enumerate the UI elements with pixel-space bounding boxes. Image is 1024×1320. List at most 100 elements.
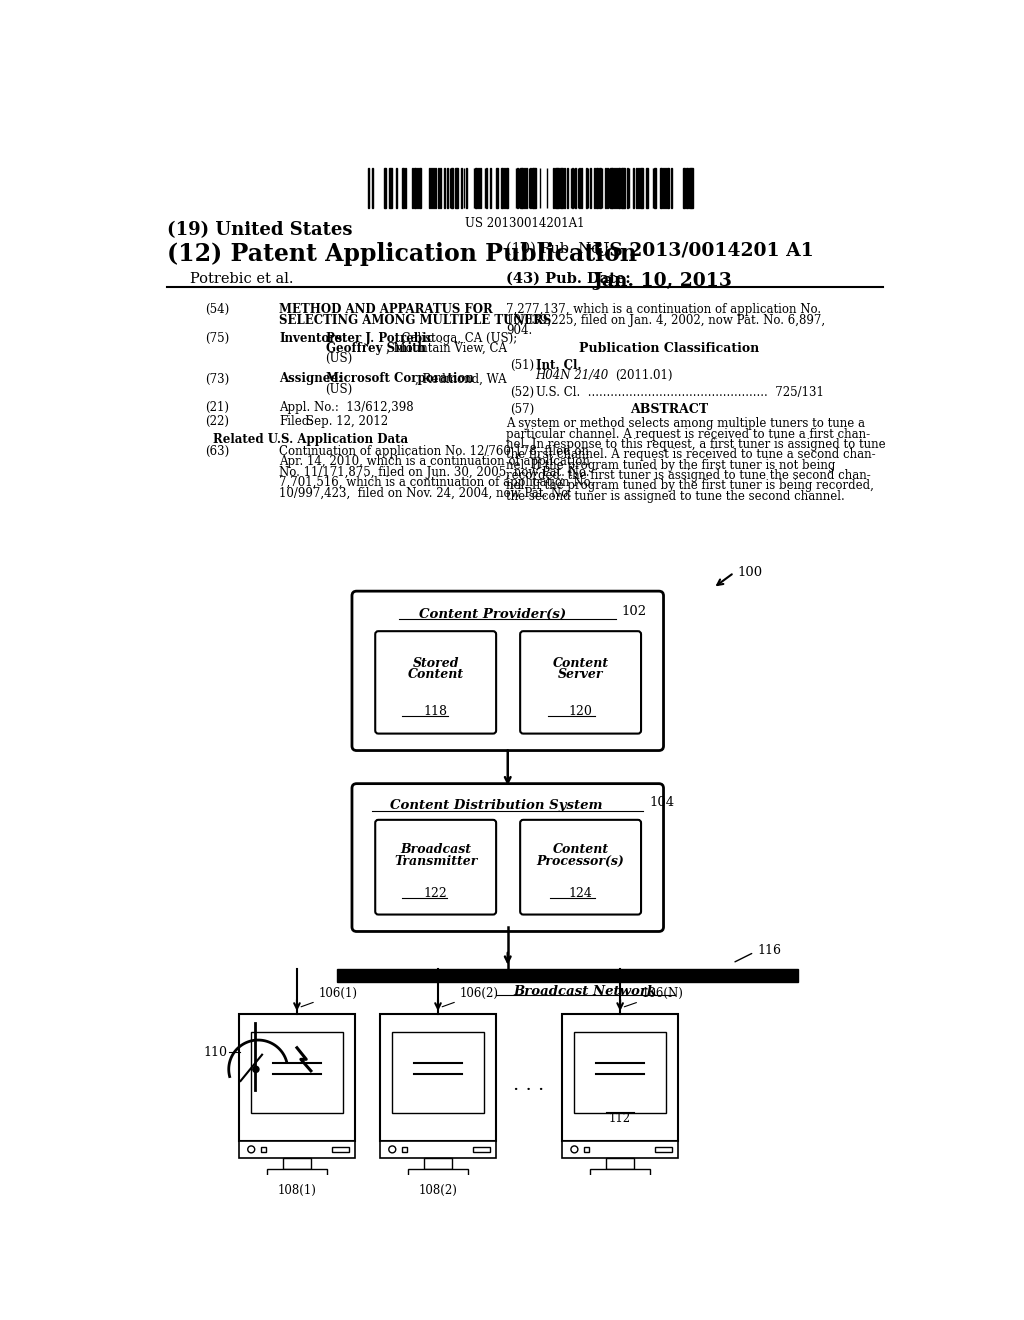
Text: 122: 122 xyxy=(424,887,447,900)
Text: 120: 120 xyxy=(568,705,593,718)
Text: (43) Pub. Date:: (43) Pub. Date: xyxy=(506,272,631,285)
Bar xyxy=(260,1147,266,1152)
Bar xyxy=(534,168,536,207)
Bar xyxy=(283,1158,311,1168)
Bar xyxy=(380,1140,496,1158)
Bar xyxy=(555,168,557,207)
Text: Assignee:: Assignee: xyxy=(280,372,342,385)
Text: (21): (21) xyxy=(206,401,229,414)
Text: nel. If the program tuned by the first tuner is being recorded,: nel. If the program tuned by the first t… xyxy=(506,479,874,492)
Bar xyxy=(590,168,592,207)
Text: 110: 110 xyxy=(203,1045,227,1059)
Text: (19) United States: (19) United States xyxy=(167,222,352,239)
Bar xyxy=(251,1032,343,1113)
Circle shape xyxy=(253,1067,259,1072)
Text: Publication Classification: Publication Classification xyxy=(579,342,759,355)
Text: Broadcast: Broadcast xyxy=(400,843,471,857)
Bar xyxy=(420,168,421,207)
Circle shape xyxy=(389,1146,395,1152)
Bar xyxy=(683,168,685,207)
Text: Content Distribution System: Content Distribution System xyxy=(390,800,602,813)
Text: Geoffrey Smith: Geoffrey Smith xyxy=(326,342,426,355)
FancyBboxPatch shape xyxy=(375,631,496,734)
Bar xyxy=(401,1147,407,1152)
Bar xyxy=(496,168,498,207)
Bar xyxy=(446,168,449,207)
Bar xyxy=(659,168,662,207)
Text: particular channel. A request is received to tune a first chan-: particular channel. A request is receive… xyxy=(506,428,870,441)
FancyBboxPatch shape xyxy=(352,591,664,751)
Bar xyxy=(566,168,568,207)
Text: Content: Content xyxy=(553,843,608,857)
Bar xyxy=(424,1158,452,1168)
Bar xyxy=(623,168,625,207)
Text: (63): (63) xyxy=(206,445,229,458)
Bar xyxy=(654,168,655,207)
Text: US 20130014201A1: US 20130014201A1 xyxy=(465,216,585,230)
Text: Filed:: Filed: xyxy=(280,414,313,428)
Text: Potrebic et al.: Potrebic et al. xyxy=(190,272,294,285)
Text: the second tuner is assigned to tune the second channel.: the second tuner is assigned to tune the… xyxy=(506,490,845,503)
Bar xyxy=(480,168,481,207)
Text: (22): (22) xyxy=(206,414,229,428)
Text: (57): (57) xyxy=(510,404,535,416)
Text: U.S. Cl.  ................................................  725/131: U.S. Cl. ...............................… xyxy=(536,385,823,399)
Bar xyxy=(560,168,563,207)
Bar xyxy=(562,1014,678,1140)
Text: H04N 21/40: H04N 21/40 xyxy=(536,370,609,381)
Text: 124: 124 xyxy=(568,887,593,900)
Bar xyxy=(640,168,643,207)
Text: 104: 104 xyxy=(649,796,675,809)
FancyBboxPatch shape xyxy=(520,631,641,734)
Bar xyxy=(663,168,665,207)
Text: (73): (73) xyxy=(206,372,229,385)
Text: (12) Patent Application Publication: (12) Patent Application Publication xyxy=(167,242,637,265)
Bar xyxy=(332,1147,349,1152)
Text: Peter J. Potrebic: Peter J. Potrebic xyxy=(326,331,433,345)
Bar xyxy=(691,168,693,207)
Bar xyxy=(686,168,687,207)
Bar xyxy=(337,969,799,982)
Text: Stored: Stored xyxy=(413,657,459,671)
Bar xyxy=(520,168,521,207)
Bar xyxy=(646,168,648,207)
Text: , Redmond, WA: , Redmond, WA xyxy=(415,372,507,385)
Text: 108(1): 108(1) xyxy=(278,1184,316,1197)
Bar xyxy=(506,168,508,207)
Bar xyxy=(455,168,457,207)
Bar xyxy=(574,1032,666,1113)
Text: Processor(s): Processor(s) xyxy=(537,855,625,869)
Text: recorded, the first tuner is assigned to tune the second chan-: recorded, the first tuner is assigned to… xyxy=(506,469,871,482)
Text: (51): (51) xyxy=(510,359,535,372)
Bar xyxy=(408,1168,468,1177)
Text: Appl. No.:  13/612,398: Appl. No.: 13/612,398 xyxy=(280,401,414,414)
Bar xyxy=(392,1032,483,1113)
Text: 106(1): 106(1) xyxy=(301,987,357,1007)
Bar xyxy=(633,168,634,207)
Text: (54): (54) xyxy=(206,304,229,317)
Bar xyxy=(429,168,430,207)
Text: No. 11/171,875, filed on Jun. 30, 2005, now Pat. No.: No. 11/171,875, filed on Jun. 30, 2005, … xyxy=(280,466,590,479)
Text: (52): (52) xyxy=(510,385,535,399)
Bar xyxy=(596,168,598,207)
Text: 10/039,225, filed on Jan. 4, 2002, now Pat. No. 6,897,: 10/039,225, filed on Jan. 4, 2002, now P… xyxy=(506,314,825,326)
Text: Microsoft Corporation: Microsoft Corporation xyxy=(326,372,473,385)
FancyBboxPatch shape xyxy=(375,820,496,915)
Bar xyxy=(668,168,669,207)
Bar xyxy=(636,168,637,207)
Text: 116: 116 xyxy=(758,944,781,957)
Text: 10/997,423,  filed on Nov. 24, 2004, now Pat. No.: 10/997,423, filed on Nov. 24, 2004, now … xyxy=(280,487,571,499)
Text: 904.: 904. xyxy=(506,323,532,337)
Bar xyxy=(610,168,611,207)
Circle shape xyxy=(248,1146,255,1152)
Bar xyxy=(553,168,554,207)
Text: (US): (US) xyxy=(326,352,353,366)
Bar xyxy=(266,1168,328,1177)
Text: . . .: . . . xyxy=(513,1076,545,1094)
Text: the first channel. A request is received to tune a second chan-: the first channel. A request is received… xyxy=(506,449,876,461)
Text: Apr. 14, 2010, which is a continuation of application: Apr. 14, 2010, which is a continuation o… xyxy=(280,455,590,469)
Text: 108(2): 108(2) xyxy=(419,1184,458,1197)
Bar xyxy=(614,168,615,207)
Text: Broadcast Network: Broadcast Network xyxy=(514,985,656,998)
FancyBboxPatch shape xyxy=(520,820,641,915)
